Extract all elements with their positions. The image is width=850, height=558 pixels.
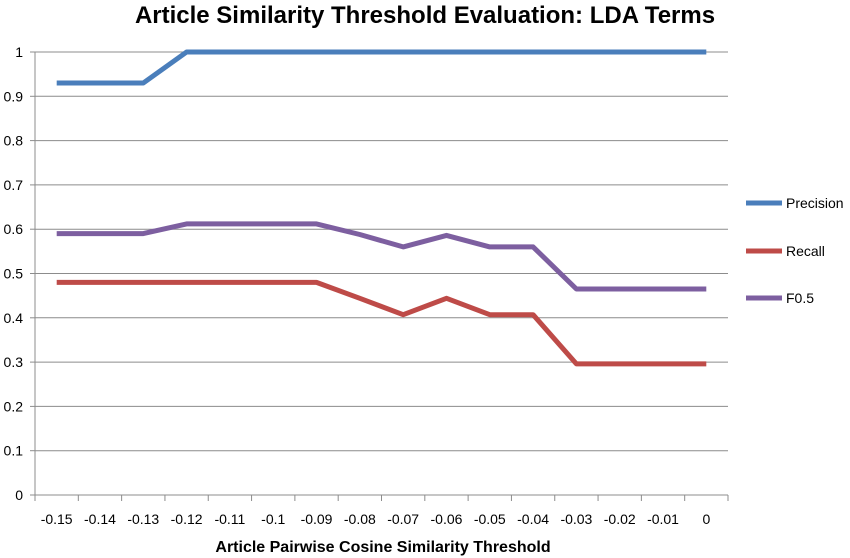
- x-tick-label: -0.09: [301, 511, 333, 527]
- x-tick-label: -0.05: [474, 511, 506, 527]
- x-tick-label: -0.01: [647, 511, 679, 527]
- x-tick-label: -0.04: [517, 511, 549, 527]
- y-tick-label: 1: [15, 44, 23, 60]
- x-tick-label: 0: [702, 511, 710, 527]
- y-tick-label: 0: [15, 487, 23, 503]
- y-tick-label: 0.1: [4, 443, 24, 459]
- y-tick-label: 0.3: [4, 354, 24, 370]
- series-line-precision: [56, 49, 707, 86]
- x-tick-labels: -0.15 -0.14 -0.13 -0.12 -0.11 -0.1 -0.09 -0.08-…: [41, 511, 711, 527]
- series-line-f0-5: [56, 221, 707, 292]
- chart-title: Article Similarity Threshold Evaluation:…: [134, 2, 716, 29]
- y-tick-label: 0.8: [4, 133, 24, 149]
- axes: [30, 51, 729, 501]
- legend-label-recall: Recall: [786, 243, 825, 259]
- x-tick-label: -0.14: [84, 511, 116, 527]
- gridlines: [35, 51, 728, 496]
- legend-label-precision: Precision: [786, 195, 844, 211]
- x-tick-label: -0.15: [41, 511, 73, 527]
- series-line-recall: [56, 279, 707, 367]
- x-tick-label: -0.12: [171, 511, 203, 527]
- y-tick-label: 0.9: [4, 88, 24, 104]
- y-tick-label: 0.2: [4, 398, 24, 414]
- x-tick-label: -0.07: [387, 511, 419, 527]
- y-tick-label: 0.7: [4, 177, 24, 193]
- x-tick-label: -0.1: [261, 511, 285, 527]
- legend: Precision Recall F0.5: [746, 195, 844, 306]
- x-tick-label: -0.13: [127, 511, 159, 527]
- x-axis-title: Article Pairwise Cosine Similarity Thres…: [215, 539, 550, 556]
- y-tick-label: 0.5: [4, 266, 24, 282]
- legend-label-f0-5: F0.5: [786, 290, 814, 306]
- y-tick-labels: 0 0.1 0.2 0.3 0.4 0.5 0.6 0.7 0.8 0.9 1: [4, 44, 24, 503]
- x-tick-label: -0.06: [431, 511, 463, 527]
- x-tick-label: -0.02: [604, 511, 636, 527]
- y-tick-label: 0.4: [4, 310, 24, 326]
- x-tick-label: -0.08: [344, 511, 376, 527]
- x-tick-label: -0.03: [560, 511, 592, 527]
- x-tick-label: -0.11: [214, 511, 245, 527]
- series-lines: [56, 49, 707, 367]
- y-tick-label: 0.6: [4, 221, 24, 237]
